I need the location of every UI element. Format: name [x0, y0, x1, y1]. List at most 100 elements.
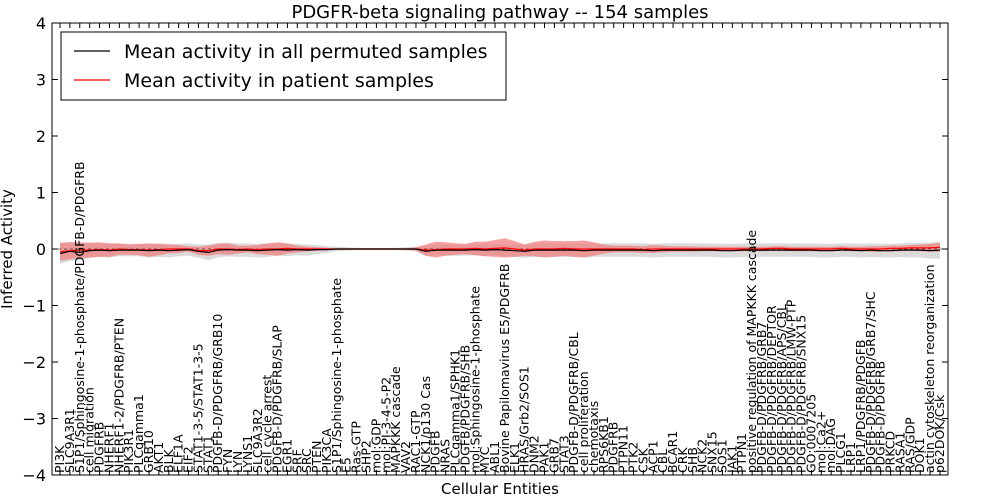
y-tick-label: 4	[36, 14, 46, 33]
y-tick-label: −4	[22, 466, 46, 485]
x-tick-label: CRK	[675, 447, 690, 473]
x-tick-label: MAPKKK cascade	[388, 366, 403, 473]
legend-label-patient: Mean activity in patient samples	[124, 70, 434, 92]
x-tick-label: mol:Ca2+	[813, 411, 828, 473]
x-tick-label: BLK	[161, 448, 176, 473]
x-tick-label: EGR1	[279, 439, 294, 473]
x-tick-label: PDGFB-D/PDGFRB/DEPTOR	[764, 305, 779, 473]
x-tick-label: S1P1/Sphingosine-1-phosphate	[329, 278, 344, 473]
x-tick-label: E5	[339, 457, 354, 473]
y-tick-label: 2	[36, 127, 46, 146]
y-tick-label: −2	[22, 353, 46, 372]
x-tick-label: DOK1	[912, 437, 927, 473]
x-tick-label: JAK1	[724, 445, 739, 474]
x-tick-label: PRKCD	[883, 431, 898, 473]
x-tick-label: PDGFB/PDGFRB/SHB	[457, 345, 472, 473]
plot-area	[52, 238, 948, 264]
legend-label-permuted: Mean activity in all permuted samples	[124, 41, 487, 63]
x-tick-label: SOS1	[714, 439, 729, 473]
x-tick-label: RASA1	[892, 432, 907, 473]
x-tick-label: LYNS1	[240, 435, 255, 473]
x-tick-label: ELK1	[507, 442, 522, 473]
y-tick-label: 3	[36, 71, 46, 90]
x-tick-label: LYN	[230, 451, 245, 473]
y-tick-label: −1	[22, 297, 46, 316]
x-tick-label: mol:Sphingosine-1-phosphate	[467, 286, 482, 473]
x-tick-label: RPS6KB1	[596, 416, 611, 473]
x-tick-label: PDGFB-D/PDGFRB/APS/CBL	[774, 304, 789, 473]
x-tick-label: PDGFB-D/PDGFRB/GRB7	[754, 322, 769, 473]
x-tick-label: DNM2	[527, 435, 542, 473]
x-axis-label: Cellular Entities	[441, 480, 559, 498]
x-axis: PI3KSLC9A3R1S1P1/Sphingosine-1-phosphate…	[52, 23, 947, 475]
x-tick-label: SRF	[289, 449, 304, 473]
x-tick-label: BCAR1	[665, 431, 680, 473]
x-tick-label: PDGFB	[428, 430, 443, 473]
x-tick-label: SNX15	[705, 431, 720, 473]
x-tick-label: cell proliferation	[576, 371, 591, 473]
x-tick-label: mol:PI-3-4-5-P2	[378, 377, 393, 473]
x-tick-label: STAT1-3-5/STAT1-3-5	[190, 343, 205, 473]
x-tick-label: PDGFB-D/PDGFRB/SLAP	[270, 325, 285, 473]
x-tick-label: SHP2	[359, 440, 374, 473]
x-tick-label: HRAS/Grb2/SOS1	[517, 366, 532, 473]
x-tick-label: cell migration	[82, 387, 97, 473]
x-tick-label: CBL	[655, 449, 670, 473]
x-tick-label: cell cycle arrest	[260, 375, 275, 473]
x-tick-label: mol:GDP	[368, 418, 383, 473]
x-tick-label: PDGFRB	[92, 422, 107, 473]
x-tick-label: GRB10	[141, 430, 156, 473]
x-tick-label: NCK1/p130 Cas	[418, 376, 433, 473]
x-tick-label: PI3K	[52, 445, 67, 473]
x-tick-label: Bovine Papilomavirus E5/PDGFRB	[497, 264, 512, 473]
x-tick-label: PTK2	[625, 442, 640, 473]
x-tick-label: STAT1	[200, 435, 215, 473]
x-tick-label: AKT1	[151, 442, 166, 473]
x-tick-label: EIF2	[181, 446, 196, 473]
y-axis-label: Inferred Activity	[0, 189, 16, 309]
x-tick-label: RAC1-GTP	[408, 410, 423, 473]
x-tick-label: SLC9A3R1	[62, 408, 77, 473]
y-axis: 4 3 2 1 0 −1 −2 −3 −4	[22, 14, 948, 485]
x-tick-label: PDGFB-D/PDGFRB	[873, 361, 888, 473]
x-tick-label: NCK2	[695, 439, 710, 473]
x-tick-label: SHB	[685, 447, 700, 473]
x-tick-label: RAS/GDP	[902, 417, 917, 473]
x-tick-label: actin cytoskeleton reorganization	[922, 264, 937, 473]
x-tick-label: LRP1	[843, 442, 858, 473]
x-tick-label: PLCgamma1/SPHK1	[448, 349, 463, 473]
x-tick-label: STAT3	[556, 435, 571, 473]
x-tick-label: chemotaxis	[586, 401, 601, 473]
x-tick-label: NHERF1-2/PDGFRB/PTEN	[111, 318, 126, 473]
x-tick-label: PLCgamma1	[131, 394, 146, 473]
x-tick-label: PDGFB-D/PDGFRB/GRB7/SHC	[863, 291, 878, 473]
x-tick-label: PDGFB-D/PDGFRB/SNX15	[794, 315, 809, 473]
x-tick-label: mol:DAG	[823, 418, 838, 473]
x-tick-label: NRAS	[438, 439, 453, 473]
y-tick-label: 0	[36, 240, 46, 259]
x-tick-label: PAK1	[536, 442, 551, 473]
patient-series-line	[59, 246, 941, 253]
x-tick-label: FYN	[220, 449, 235, 473]
x-tick-label: ABL1	[487, 441, 502, 473]
x-tick-label: PDGFB-D/PDGFRB/LMW-PTP	[784, 299, 799, 473]
x-tick-label: ELF1A	[171, 434, 186, 473]
x-tick-label: PDGFB-D/PDGFRB/CBL	[566, 332, 581, 473]
x-tick-label: PTPN1	[734, 433, 749, 473]
legend-box	[60, 31, 507, 101]
x-tick-label: LRP1/PDGFRB/PDGFB	[853, 340, 868, 473]
x-tick-label: PDGFB-D/PDGFRB/GRB10	[210, 314, 225, 473]
x-tick-label: GO:0007205	[803, 394, 818, 473]
x-tick-label: SRC	[299, 448, 314, 473]
x-tick-label: VAV2	[398, 441, 413, 473]
x-tick-label: p62DOK/Csk	[932, 394, 947, 473]
y-tick-label: 1	[36, 184, 46, 203]
x-tick-label: PTEN	[309, 441, 324, 473]
x-tick-label: GRB7	[546, 438, 561, 473]
x-tick-label: PIK3R1	[121, 429, 136, 473]
x-tick-label: MYC	[477, 446, 492, 473]
x-tick-label: S1P1/Sphingosine-1-phosphate/PDGFB-D/PDG…	[72, 161, 87, 473]
x-tick-label: PLCG1	[833, 432, 848, 473]
y-tick-label: −3	[22, 410, 46, 429]
